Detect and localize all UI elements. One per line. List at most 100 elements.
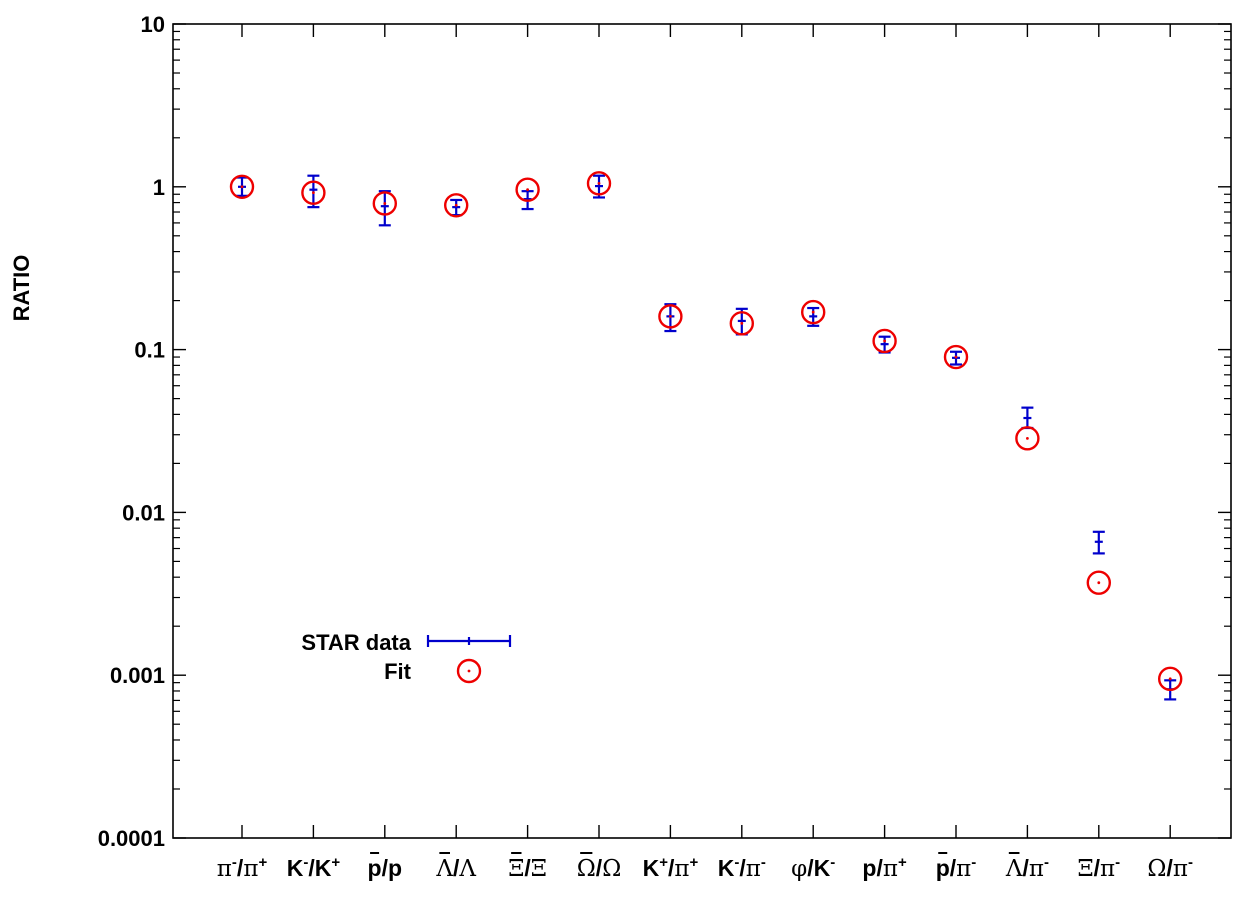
label-part: / (308, 855, 315, 881)
fit-center-dot (883, 339, 886, 343)
x-category-label-text: Λ/Λ (435, 855, 476, 882)
label-superscript: - (734, 854, 739, 871)
data-point-star (1092, 530, 1105, 555)
x-category-label: p/p (368, 852, 403, 881)
label-superscript: + (659, 854, 668, 871)
fit-point (372, 191, 397, 216)
label-superscript: - (232, 854, 237, 871)
y-axis-title: RATIO (9, 255, 34, 322)
x-category-label-text: Ξ/π- (1077, 854, 1120, 882)
x-category-label-text: p/p (368, 855, 403, 881)
fit-point (872, 328, 897, 354)
label-superscript: + (258, 854, 267, 871)
fit-center-dot (526, 188, 529, 192)
fit-circle (515, 177, 540, 202)
fit-center-dot (811, 310, 815, 314)
label-part: K (718, 855, 735, 881)
label-part: / (739, 855, 746, 881)
fit-circle (1015, 426, 1040, 451)
label-superscript: - (971, 854, 976, 871)
label-part: / (1166, 855, 1173, 881)
legend: STAR data Fit (301, 630, 512, 684)
y-tick-label: 0.001 (110, 663, 165, 688)
legend-fit-dot (467, 669, 471, 673)
fit-point (1015, 426, 1040, 451)
label-part: p (936, 855, 950, 881)
fit-center-dot (669, 314, 672, 318)
label-part: / (668, 855, 675, 881)
fit-center-dot (954, 355, 958, 359)
fit-center-dot (454, 203, 458, 207)
label-part: Ω (602, 856, 621, 882)
label-superscript: - (761, 854, 766, 871)
fit-point (1086, 570, 1112, 595)
data-point-star (378, 190, 391, 227)
fit-point (444, 193, 469, 218)
label-part: p (388, 855, 402, 881)
label-part: Λ (1005, 856, 1023, 882)
label-superscript: + (898, 854, 907, 871)
label-part: π (1029, 856, 1044, 882)
label-part: / (237, 855, 244, 881)
label-part: Ω (577, 856, 596, 882)
fit-circle (301, 180, 326, 205)
fit-center-dot (1168, 677, 1172, 681)
fit-point (515, 177, 540, 202)
fit-point (301, 180, 326, 205)
label-part: / (807, 855, 814, 881)
x-category-label: Ξ/Ξ (508, 852, 547, 882)
label-part: Λ (435, 856, 453, 882)
fit-point (943, 344, 969, 370)
legend-sample-fit (456, 658, 482, 684)
fit-circle (729, 311, 754, 336)
x-category-label-text: p/π+ (862, 854, 907, 882)
label-part: K (814, 855, 831, 881)
x-category-label-text: Ω/π- (1147, 854, 1193, 882)
fit-circle (444, 193, 469, 218)
label-part: φ (791, 856, 807, 882)
legend-label-fit: Fit (384, 659, 412, 684)
label-part: π (674, 856, 689, 882)
label-part: π (956, 856, 971, 882)
x-category-label: Λ/Λ (435, 852, 476, 882)
label-superscript: - (303, 854, 308, 871)
fit-center-dot (597, 181, 601, 185)
fit-circle (372, 191, 397, 216)
legend-fit-circle (456, 658, 482, 684)
fit-point (229, 174, 255, 200)
x-category-label-text: φ/K- (791, 854, 835, 882)
label-part: / (1022, 855, 1029, 881)
fit-point (1157, 666, 1183, 692)
legend-label-star-data: STAR data (301, 630, 411, 655)
x-category-label-text: p/π- (936, 854, 977, 882)
label-part: / (596, 855, 603, 881)
x-category-label: π-/π+ (217, 854, 268, 882)
x-category-label-text: Λ/π- (1005, 854, 1049, 882)
fit-point (801, 299, 826, 325)
label-part: / (1094, 855, 1101, 881)
x-category-label: p/π- (936, 852, 977, 882)
x-category-label: Ω/Ω (577, 852, 622, 882)
x-category-label: Ω/π- (1147, 854, 1193, 882)
label-part: Ξ (531, 856, 547, 882)
fit-circle (801, 299, 826, 325)
label-part: Ω (1147, 856, 1166, 882)
label-part: / (382, 855, 389, 881)
label-part: p (368, 855, 382, 881)
x-category-label-text: π-/π+ (217, 854, 268, 882)
label-part: π (883, 856, 898, 882)
y-axis-ticks (173, 23, 1231, 839)
y-tick-label: 0.01 (122, 500, 165, 525)
x-axis-category-labels: π-/π+ K-/K+ p/p Λ/Λ Ξ/Ξ Ω/Ω K+/π+ K-/π-φ/K-p/π+… (217, 852, 1193, 882)
x-category-label: K-/π- (718, 854, 766, 882)
label-part: K (287, 855, 304, 881)
series-star-data (236, 174, 1177, 701)
label-part: π (243, 856, 258, 882)
fit-point (658, 304, 683, 329)
fit-point (729, 311, 754, 336)
x-category-label-text: K-/K+ (287, 854, 341, 881)
plot-frame (172, 23, 1232, 839)
label-part: p (862, 855, 876, 881)
x-category-label-text: Ω/Ω (577, 855, 622, 882)
